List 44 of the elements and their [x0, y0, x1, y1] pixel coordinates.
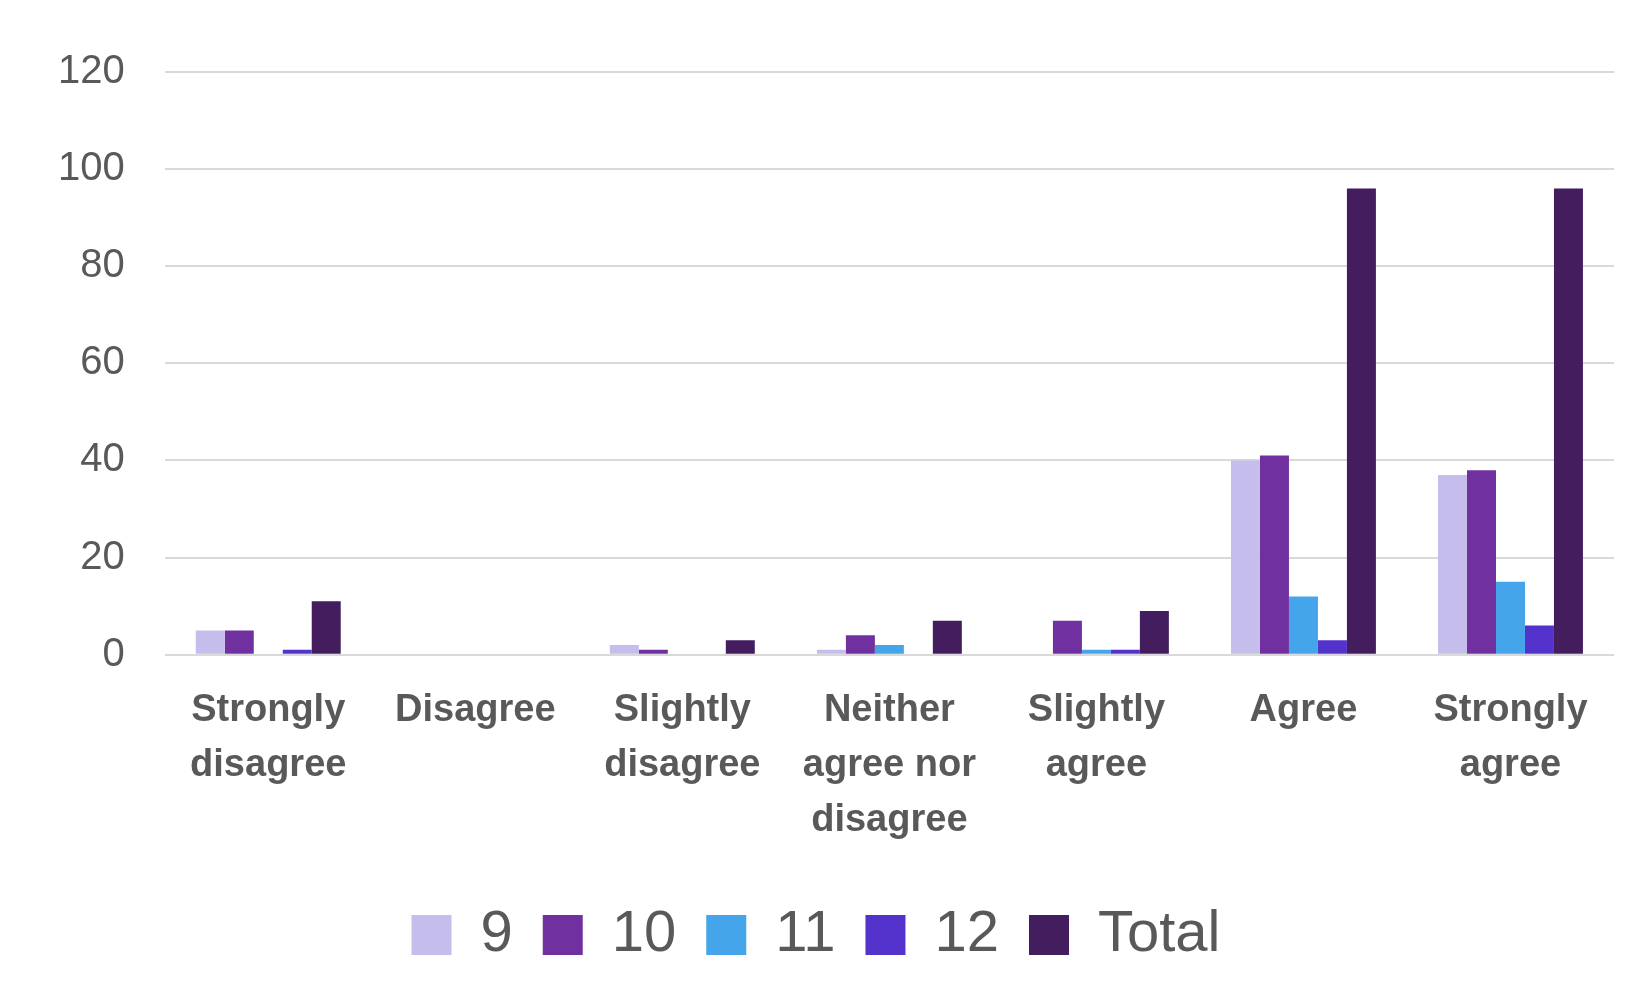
bar: [638, 649, 668, 654]
y-tick-label: 120: [57, 47, 125, 92]
y-tick-label: 20: [80, 532, 125, 577]
bar: [1081, 649, 1111, 654]
y-tick-label: 0: [102, 629, 125, 674]
bar: [1495, 581, 1525, 654]
x-tick-label: Strongly disagree: [190, 686, 347, 784]
legend-label: 12: [934, 898, 999, 963]
y-tick-label: 80: [80, 241, 125, 286]
bar: [1139, 611, 1169, 654]
bar: [816, 649, 846, 654]
legend-label: 11: [775, 898, 836, 963]
bar: [1259, 455, 1289, 654]
x-tick-label: Neither agree nor disagree: [802, 686, 977, 839]
bar: [874, 644, 904, 654]
y-tick-label: 40: [80, 435, 125, 480]
bar: [932, 620, 962, 654]
bar: [609, 644, 639, 654]
bar: [1110, 649, 1140, 654]
bar: [1346, 188, 1376, 654]
bar: [1438, 475, 1467, 654]
legend-label: 10: [611, 898, 677, 963]
bar: [195, 630, 225, 654]
bar: [311, 601, 341, 654]
x-tick-label: Disagree: [395, 686, 556, 729]
bar: [1524, 625, 1554, 654]
bar: [1288, 596, 1318, 654]
bar: [282, 649, 312, 654]
bar: [1052, 620, 1082, 654]
bar: [1553, 188, 1583, 654]
x-tick-label: Agree: [1249, 686, 1358, 729]
y-tick-label: 100: [57, 144, 125, 189]
y-tick-label: 60: [80, 338, 125, 383]
bar: [1467, 470, 1496, 654]
bar: [845, 635, 875, 654]
bar: [725, 640, 755, 654]
x-tick-label: Slightly disagree: [604, 686, 761, 784]
x-tick-label: Strongly agree: [1433, 686, 1588, 784]
legend-label: Total: [1097, 898, 1221, 963]
bar: [1230, 460, 1260, 654]
bar: [1317, 640, 1347, 654]
bar: [224, 630, 254, 654]
legend-label: 9: [480, 898, 513, 963]
x-tick-label: Slightly agree: [1027, 686, 1166, 784]
